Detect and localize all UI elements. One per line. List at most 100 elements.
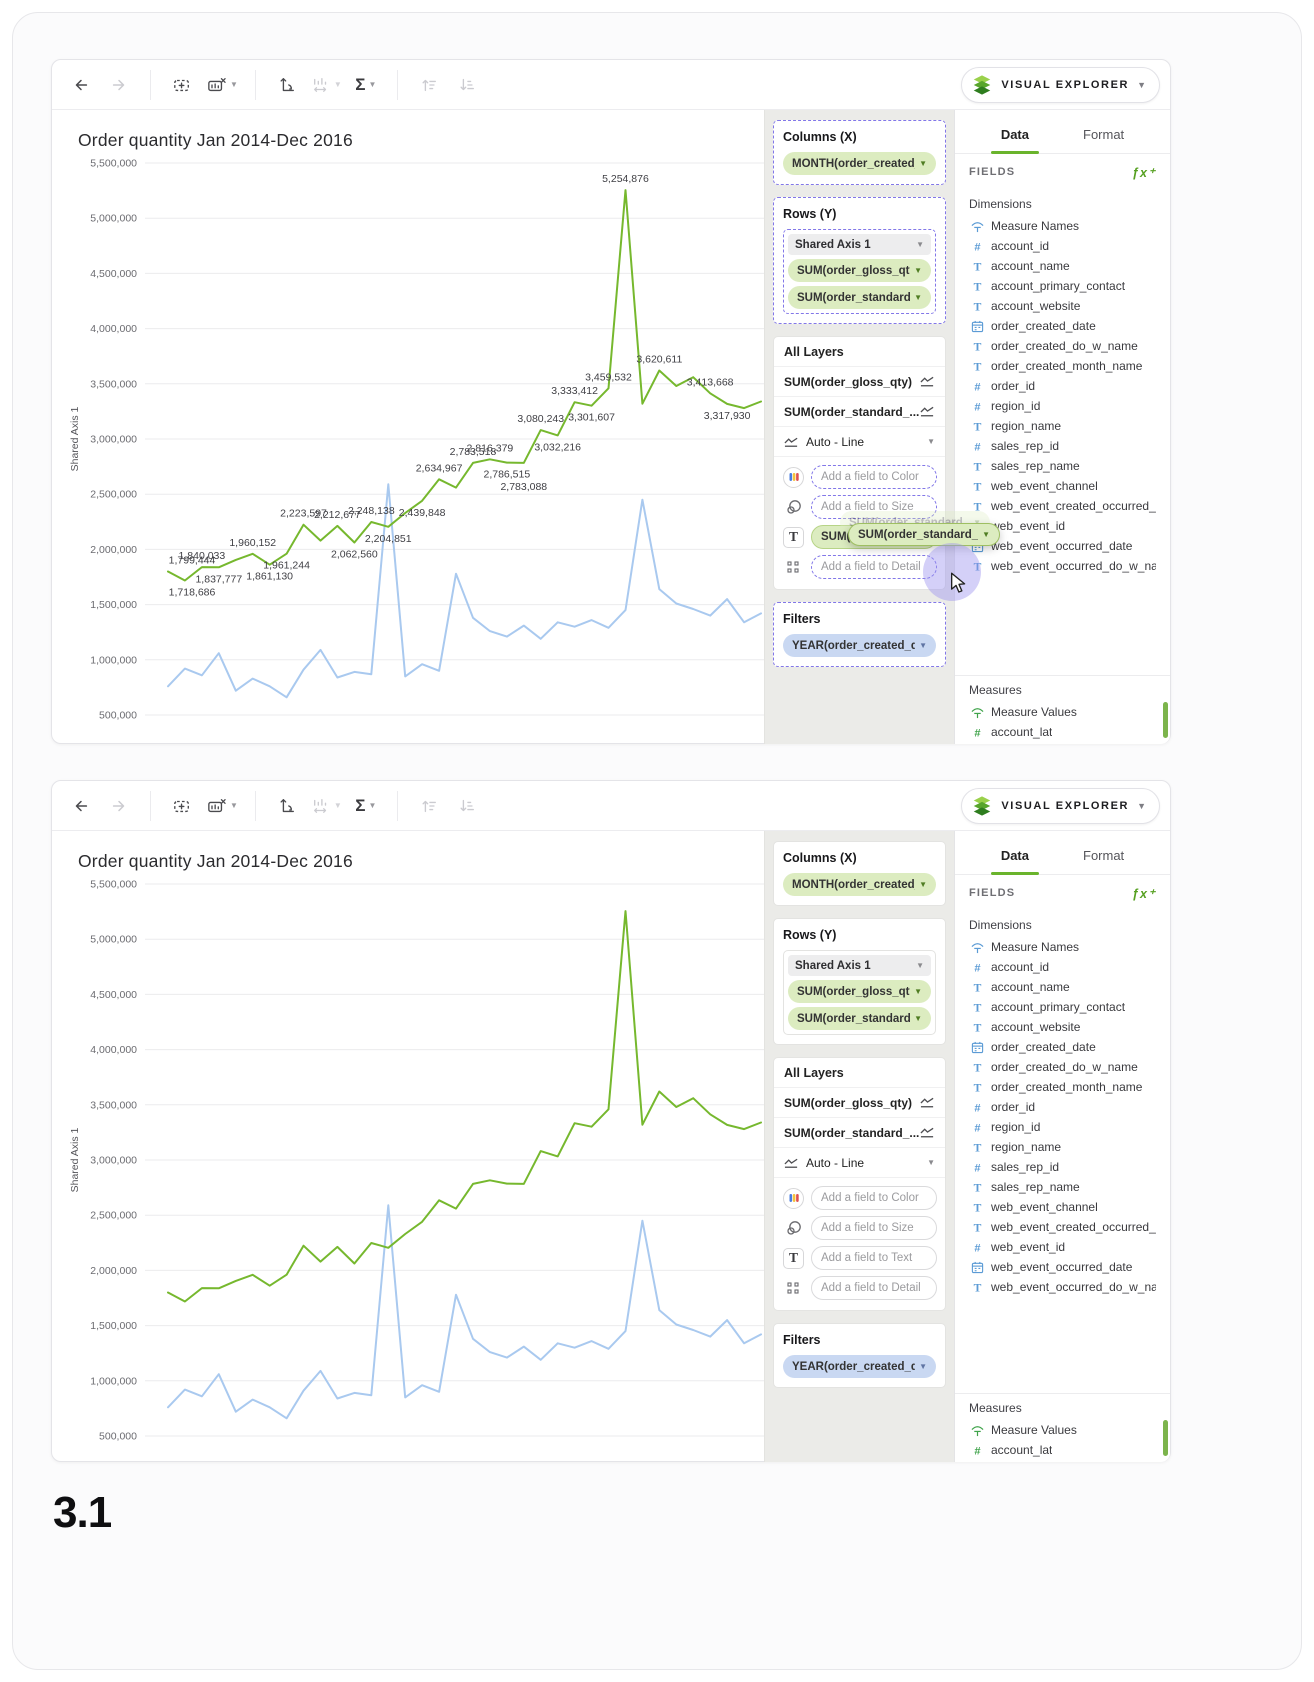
shared-axis-header[interactable]: Shared Axis 1 ▼: [788, 955, 931, 976]
tab-data[interactable]: Data: [990, 127, 1040, 154]
add-formula-icon[interactable]: ƒx⁺: [1131, 886, 1156, 901]
columns-shelf[interactable]: Columns (X) MONTH(order_created_d...▼: [773, 841, 946, 906]
detail-drop-field[interactable]: Add a field to Detail: [811, 555, 937, 579]
field-item-measure-values[interactable]: Measure Values: [961, 702, 1164, 722]
size-drop-field[interactable]: Add a field to Size: [811, 495, 937, 519]
field-item-web-event-occurred-date[interactable]: web_event_occurred_date: [961, 1257, 1164, 1277]
layer-row-gloss[interactable]: SUM(order_gloss_qty): [774, 367, 945, 397]
rows-shelf[interactable]: Rows (Y) Shared Axis 1 ▼ SUM(order_gloss_…: [773, 197, 946, 324]
field-item-measure-names[interactable]: Measure Names: [961, 216, 1164, 236]
field-item-order-id[interactable]: # order_id: [961, 376, 1164, 396]
field-item-account-id[interactable]: # account_id: [961, 957, 1164, 977]
size-drop-field[interactable]: Add a field to Size: [811, 1216, 937, 1240]
layer-row-standard[interactable]: SUM(order_standard_...: [774, 1118, 945, 1148]
sort-ascending-button[interactable]: [415, 791, 443, 821]
layer-row-gloss[interactable]: SUM(order_gloss_qty): [774, 1088, 945, 1118]
all-layers-tab[interactable]: All Layers: [774, 337, 945, 367]
clear-chart-button[interactable]: ▼: [206, 791, 238, 821]
tab-format[interactable]: Format: [1083, 127, 1125, 142]
svg-text:500,000: 500,000: [99, 710, 137, 722]
dragged-field-pill[interactable]: SUM(order_standard_q...▼: [848, 523, 1000, 546]
field-item-web-event-created-occurred-na[interactable]: Tweb_event_created_occurred_na...: [961, 1217, 1164, 1237]
filters-shelf[interactable]: Filters YEAR(order_created_date)▼: [773, 1323, 946, 1388]
filters-shelf[interactable]: Filters YEAR(order_created_date)▼: [773, 602, 946, 667]
add-formula-icon[interactable]: ƒx⁺: [1131, 165, 1156, 180]
duplicate-element-button[interactable]: [168, 70, 196, 100]
field-item-sales-rep-id[interactable]: # sales_rep_id: [961, 1157, 1164, 1177]
filter-field-pill[interactable]: YEAR(order_created_date)▼: [783, 1355, 936, 1378]
sort-descending-button[interactable]: [453, 791, 481, 821]
field-item-web-event-created-occurred-na[interactable]: Tweb_event_created_occurred_na...: [961, 496, 1164, 516]
forward-button[interactable]: [105, 791, 133, 821]
rows-field-pill-gloss[interactable]: SUM(order_gloss_qty) ▼: [788, 980, 931, 1003]
swap-axes-button[interactable]: [273, 791, 301, 821]
back-button[interactable]: [67, 70, 95, 100]
columns-shelf[interactable]: Columns (X) MONTH(order_created_d...▼: [773, 120, 946, 185]
field-item-account-id[interactable]: # account_id: [961, 236, 1164, 256]
detail-drop-field[interactable]: Add a field to Detail: [811, 1276, 937, 1300]
shared-axis-header[interactable]: Shared Axis 1 ▼: [788, 234, 931, 255]
mark-type-select[interactable]: Auto - Line ▼: [774, 1148, 945, 1178]
field-item-account-lat[interactable]: # account_lat: [961, 1440, 1164, 1460]
color-drop-field[interactable]: Add a field to Color: [811, 465, 937, 489]
filter-field-pill[interactable]: YEAR(order_created_date)▼: [783, 634, 936, 657]
visual-explorer-menu-button[interactable]: VISUAL EXPLORER ▼: [961, 67, 1160, 103]
aggregate-button[interactable]: Σ ▼: [352, 70, 380, 100]
rows-field-pill-standard[interactable]: SUM(order_standard_qty)▼: [788, 1007, 931, 1030]
tab-data[interactable]: Data: [990, 848, 1040, 875]
field-item-order-created-date[interactable]: order_created_date: [961, 316, 1164, 336]
scrollbar-thumb[interactable]: [1163, 702, 1168, 738]
tab-format[interactable]: Format: [1083, 848, 1125, 863]
columns-field-pill[interactable]: MONTH(order_created_d...▼: [783, 152, 936, 175]
visual-explorer-menu-button[interactable]: VISUAL EXPLORER ▼: [961, 788, 1160, 824]
rows-shelf[interactable]: Rows (Y) Shared Axis 1 ▼ SUM(order_gloss_…: [773, 918, 946, 1045]
rows-field-pill-gloss[interactable]: SUM(order_gloss_qty) ▼: [788, 259, 931, 282]
field-item-measure-names[interactable]: Measure Names: [961, 937, 1164, 957]
field-item-region-id[interactable]: # region_id: [961, 1117, 1164, 1137]
sort-ascending-button[interactable]: [415, 70, 443, 100]
field-item-sales-rep-id[interactable]: # sales_rep_id: [961, 436, 1164, 456]
all-layers-tab[interactable]: All Layers: [774, 1058, 945, 1088]
field-item-account-lat[interactable]: # account_lat: [961, 722, 1164, 742]
distribution-button[interactable]: ▼: [311, 791, 342, 821]
field-item-region-id[interactable]: # region_id: [961, 396, 1164, 416]
field-item-order-id[interactable]: # order_id: [961, 1097, 1164, 1117]
duplicate-element-button[interactable]: [168, 791, 196, 821]
field-item-measure-values[interactable]: Measure Values: [961, 1420, 1164, 1440]
rows-field-pill-standard[interactable]: SUM(order_standard_qty)▼: [788, 286, 931, 309]
color-drop-field[interactable]: Add a field to Color: [811, 1186, 937, 1210]
field-item-web-event-id[interactable]: #web_event_id: [961, 1237, 1164, 1257]
scrollbar-thumb[interactable]: [1163, 1420, 1168, 1456]
mark-type-select[interactable]: Auto - Line ▼: [774, 427, 945, 457]
clear-chart-button[interactable]: ▼: [206, 70, 238, 100]
swap-axes-button[interactable]: [273, 70, 301, 100]
forward-button[interactable]: [105, 70, 133, 100]
aggregate-button[interactable]: Σ ▼: [352, 791, 380, 821]
text-drop-field[interactable]: Add a field to Text: [811, 1246, 937, 1270]
distribution-button[interactable]: ▼: [311, 70, 342, 100]
sort-descending-button[interactable]: [453, 70, 481, 100]
layer-row-standard[interactable]: SUM(order_standard_...: [774, 397, 945, 427]
back-button[interactable]: [67, 791, 95, 821]
field-item-order-created-date[interactable]: order_created_date: [961, 1037, 1164, 1057]
columns-field-pill[interactable]: MONTH(order_created_d...▼: [783, 873, 936, 896]
shelf-panel: Columns (X) MONTH(order_created_d...▼ Ro…: [764, 831, 954, 1462]
